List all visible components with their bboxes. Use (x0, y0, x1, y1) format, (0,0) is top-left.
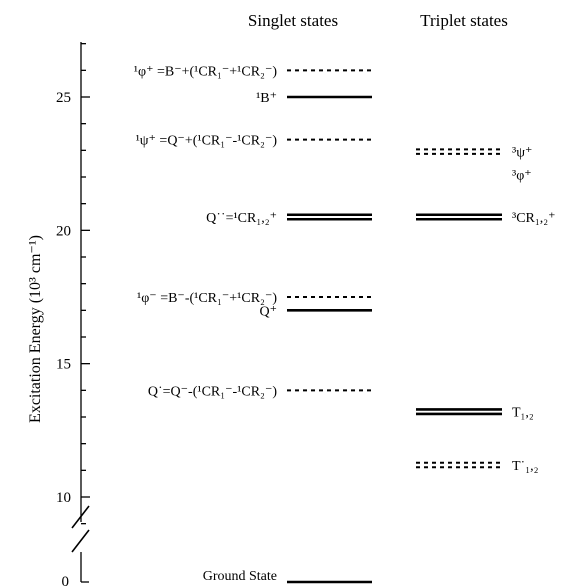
axis-break-mark (71, 505, 90, 529)
y-tick-label: 25 (56, 90, 71, 106)
ground-state-label: Ground State (203, 569, 277, 584)
energy-level-label: ³CR₁,₂⁺ (512, 211, 556, 226)
energy-level-label: ¹ψ⁺ =Q⁻+(¹CR₁⁻-¹CR₂⁻) (136, 134, 278, 149)
energy-level-label: T˙₁,₂ (512, 459, 539, 474)
energy-level-label: Q˙=Q⁻-(¹CR₁⁻-¹CR₂⁻) (148, 384, 277, 399)
y-tick-label: 20 (56, 223, 71, 239)
y-tick-label: 15 (56, 357, 71, 373)
level-labels: ¹φ⁺ =B⁻+(¹CR₁⁻+¹CR₂⁻) ¹B⁺ ¹ψ⁺ =Q⁻+(¹CR₁⁻-¹… (134, 64, 556, 584)
energy-level-label: T₁,₂ (512, 406, 534, 421)
energy-level-label: ¹φ⁻ =B⁻-(¹CR₁⁻+¹CR₂⁻) (137, 291, 277, 306)
column-title-singlet: Singlet states (248, 11, 338, 30)
y-axis-label: Excitation Energy (10³ cm⁻¹) (27, 235, 44, 423)
energy-level-label: ³ψ⁺ (512, 146, 532, 161)
y-tick-label: 0 (62, 574, 70, 588)
column-title-triplet: Triplet states (420, 11, 508, 30)
energy-level-label: ³φ⁺ (512, 168, 532, 183)
energy-level-label: Q˙˙=¹CR₁,₂⁺ (206, 211, 277, 226)
y-axis: 10 15 20 25 0 Excitation Energy (10³ cm⁻¹) (27, 42, 90, 588)
y-tick-label: 10 (56, 490, 71, 506)
energy-level-label: Q⁺ (260, 304, 278, 319)
axis-break-mark (71, 529, 90, 553)
column-titles: Singlet states Triplet states (248, 11, 508, 30)
energy-levels (287, 69, 502, 584)
energy-level-label: ¹B⁺ (256, 91, 277, 106)
energy-level-label: ¹φ⁺ =B⁻+(¹CR₁⁻+¹CR₂⁻) (134, 64, 278, 79)
